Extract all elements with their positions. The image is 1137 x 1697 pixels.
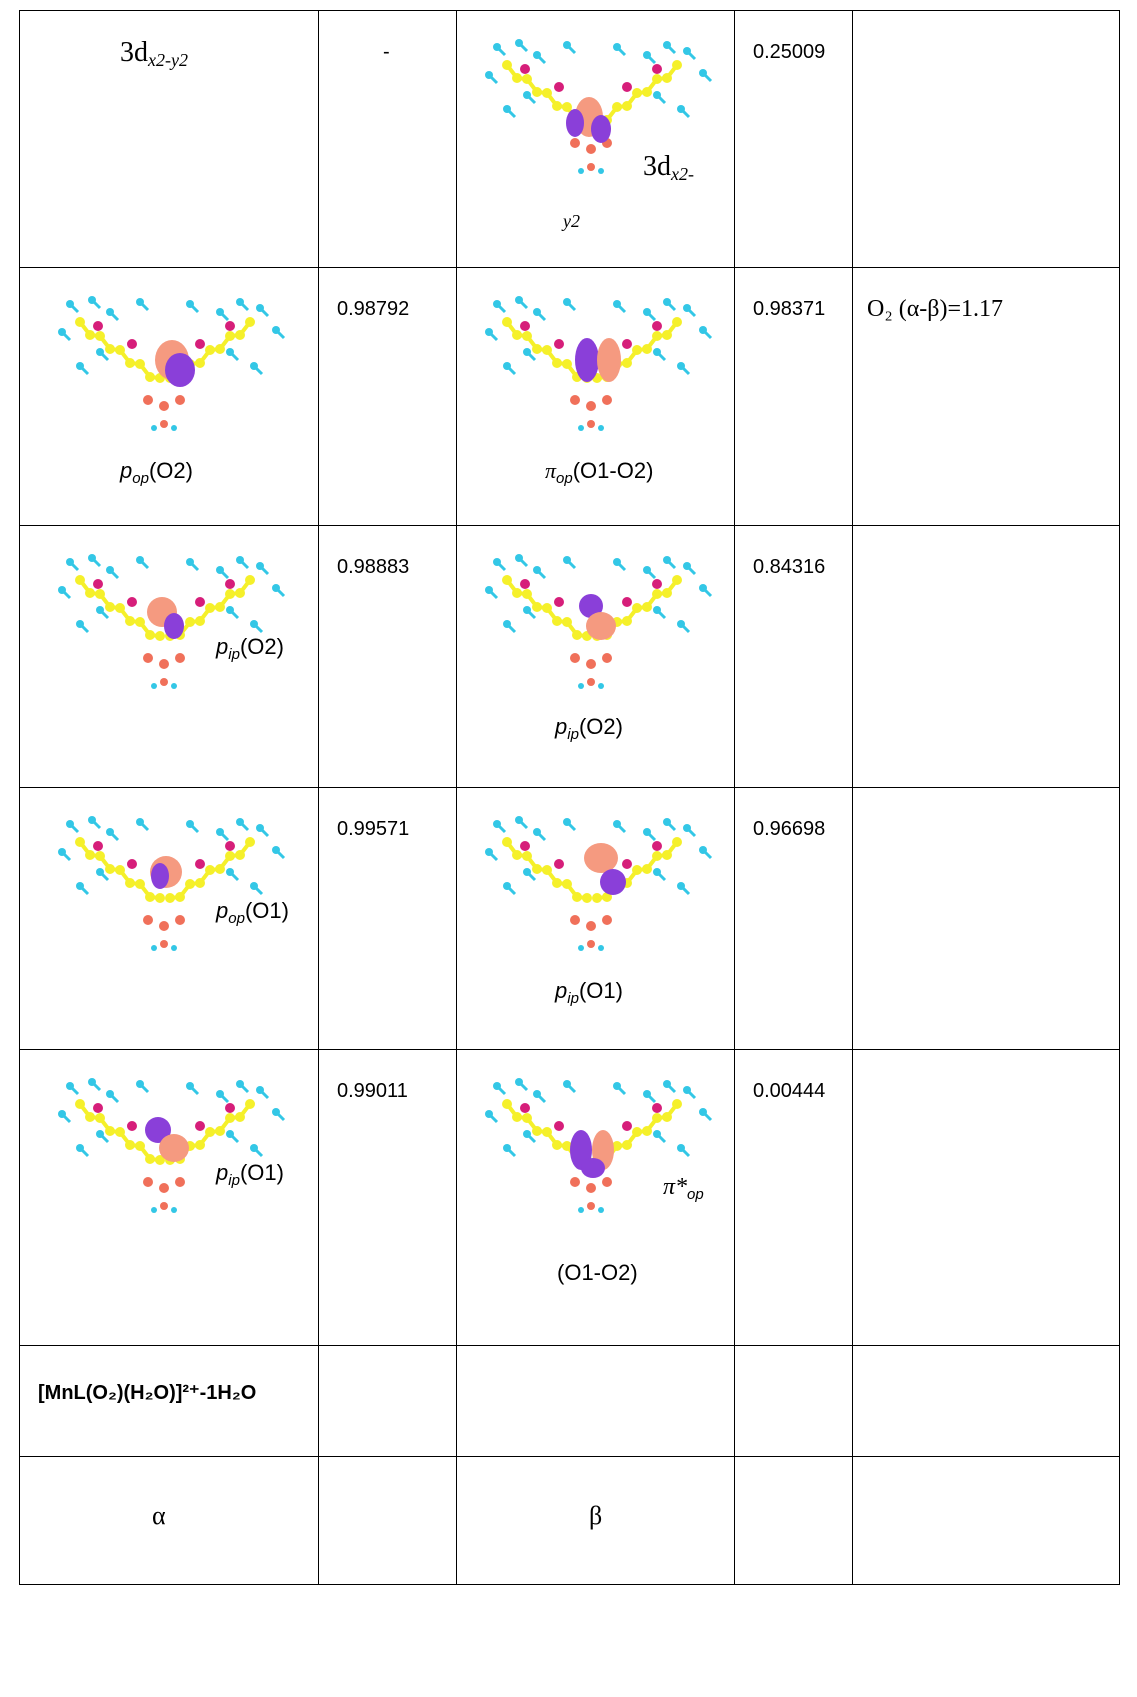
occupancy-value: - — [383, 41, 390, 63]
beta-orbital-cell: pip(O1) — [456, 787, 735, 1050]
complex-formula: [MnL(O₂)(H₂O)]²⁺-1H₂O — [38, 1382, 257, 1404]
molecule-image — [58, 816, 286, 951]
orbital-label: pop(O2) — [120, 458, 193, 487]
alpha-value-cell: 0.98792 — [318, 267, 457, 526]
note-cell — [852, 787, 1120, 1050]
molecule-image — [58, 1078, 286, 1213]
molecule-image — [58, 296, 286, 431]
orbital-label: pip(O2) — [555, 714, 623, 743]
table-row: pop(O2) 0.98792 πop(O1-O2) 0.98371 O₂ (α… — [19, 267, 1120, 526]
alpha-orbital-cell: pip(O1) — [19, 1049, 319, 1346]
table-row: pip(O1) 0.99011 π*op (O1-O2) 0.00444 — [19, 1049, 1120, 1346]
orbital-label: pop(O1) — [216, 898, 289, 927]
beta-orbital-cell: π*op (O1-O2) — [456, 1049, 735, 1346]
orbital-label: pip(O1) — [216, 1160, 284, 1189]
molecule-image — [485, 554, 713, 689]
beta-value-cell: 0.98371 — [734, 267, 853, 526]
beta-header: β — [589, 1501, 603, 1530]
table-row: α β — [19, 1456, 1120, 1585]
note-cell — [852, 10, 1120, 268]
alpha-orbital-cell: pop(O1) — [19, 787, 319, 1050]
orbital-label: 3dx2-y2 — [120, 37, 188, 70]
note-cell — [852, 525, 1120, 788]
occupancy-value: 0.99011 — [337, 1080, 408, 1102]
beta-value-cell: 0.84316 — [734, 525, 853, 788]
occupancy-value: 0.84316 — [753, 556, 826, 578]
formula-cell: [MnL(O₂)(H₂O)]²⁺-1H₂O — [19, 1345, 319, 1457]
beta-value-cell: 0.25009 — [734, 10, 853, 268]
molecule-image — [58, 554, 286, 689]
occupancy-value: 0.98792 — [337, 298, 410, 320]
table-row: [MnL(O₂)(H₂O)]²⁺-1H₂O — [19, 1345, 1120, 1457]
molecule-image — [485, 39, 713, 174]
alpha-header: α — [152, 1501, 166, 1530]
occupancy-value: 0.99571 — [337, 818, 410, 840]
orbital-label-continued: (O1-O2) — [557, 1260, 638, 1285]
table-row: 3dx2-y2 - 3dx2- y2 0.25009 — [19, 10, 1120, 268]
alpha-header-cell: α — [19, 1456, 319, 1585]
orbital-label: 3dx2- — [643, 151, 694, 184]
alpha-value-cell: 0.98883 — [318, 525, 457, 788]
occupancy-value: 0.98371 — [753, 298, 826, 320]
orbital-label: pip(O1) — [555, 978, 623, 1007]
alpha-value-cell: 0.99011 — [318, 1049, 457, 1346]
beta-header-cell: β — [456, 1456, 735, 1585]
occupancy-value: 0.25009 — [753, 41, 826, 63]
occupancy-value: 0.96698 — [753, 818, 826, 840]
molecule-image — [485, 816, 713, 951]
beta-orbital-cell: πop(O1-O2) — [456, 267, 735, 526]
alpha-orbital-cell: 3dx2-y2 — [19, 10, 319, 268]
orbital-label: π*op — [663, 1174, 704, 1203]
occupancy-value: 0.00444 — [753, 1080, 826, 1102]
beta-value-cell: 0.96698 — [734, 787, 853, 1050]
occupancy-value: 0.98883 — [337, 556, 410, 578]
beta-orbital-cell: pip(O2) — [456, 525, 735, 788]
beta-value-cell: 0.00444 — [734, 1049, 853, 1346]
orbital-label: πop(O1-O2) — [545, 458, 654, 487]
alpha-value-cell: - — [318, 10, 457, 268]
orbital-table: 3dx2-y2 - 3dx2- y2 0.25009 — [19, 10, 1120, 1585]
spin-density-note: O₂ (α-β)=1.17 — [867, 296, 1003, 322]
alpha-value-cell: 0.99571 — [318, 787, 457, 1050]
orbital-label-continued: y2 — [563, 211, 580, 231]
molecule-image — [485, 296, 713, 431]
note-cell — [852, 1049, 1120, 1346]
beta-orbital-cell: 3dx2- y2 — [456, 10, 735, 268]
orbital-label: pip(O2) — [216, 634, 284, 663]
molecule-image — [485, 1078, 713, 1213]
table-row: pip(O2) 0.98883 pip(O2) 0.84316 — [19, 525, 1120, 788]
table-row: pop(O1) 0.99571 pip(O1) 0.96698 — [19, 787, 1120, 1050]
note-cell: O₂ (α-β)=1.17 — [852, 267, 1120, 526]
alpha-orbital-cell: pip(O2) — [19, 525, 319, 788]
alpha-orbital-cell: pop(O2) — [19, 267, 319, 526]
